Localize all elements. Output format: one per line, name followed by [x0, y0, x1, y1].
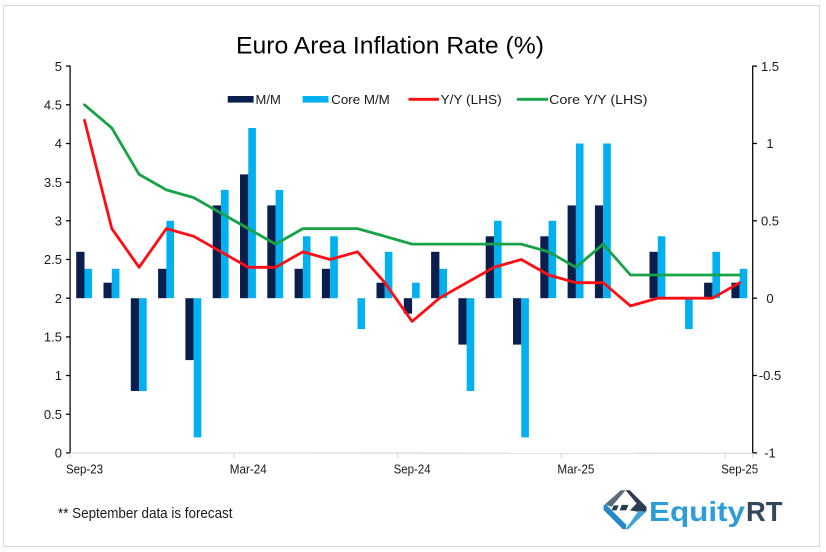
svg-text:0.5: 0.5 [44, 407, 62, 422]
svg-text:0: 0 [55, 446, 62, 461]
svg-text:3.5: 3.5 [44, 175, 62, 190]
svg-text:Core Y/Y (LHS): Core Y/Y (LHS) [549, 92, 647, 107]
svg-text:Sep-25: Sep-25 [721, 461, 758, 476]
svg-text:1: 1 [766, 136, 773, 151]
svg-text:2: 2 [55, 291, 62, 306]
svg-text:3: 3 [55, 214, 62, 229]
svg-text:RT: RT [746, 496, 783, 527]
svg-text:Euro Area Inflation Rate (%): Euro Area Inflation Rate (%) [236, 33, 544, 60]
svg-text:0: 0 [766, 291, 773, 306]
svg-text:Core M/M: Core M/M [331, 92, 390, 107]
svg-text:1: 1 [55, 368, 62, 383]
svg-text:Sep-23: Sep-23 [66, 461, 103, 476]
svg-text:5: 5 [55, 59, 62, 74]
svg-text:4.5: 4.5 [44, 98, 62, 113]
svg-text:0.5: 0.5 [761, 214, 779, 229]
svg-text:1.5: 1.5 [44, 330, 62, 345]
svg-text:-0.5: -0.5 [759, 368, 781, 383]
svg-text:1.5: 1.5 [761, 59, 779, 74]
svg-text:M/M: M/M [256, 92, 281, 107]
svg-text:** September data is forecast: ** September data is forecast [58, 505, 233, 522]
svg-text:Y/Y (LHS): Y/Y (LHS) [441, 92, 502, 107]
svg-text:Mar-25: Mar-25 [557, 461, 594, 476]
svg-text:Mar-24: Mar-24 [230, 461, 267, 476]
svg-text:Equity: Equity [649, 496, 745, 527]
svg-text:-1: -1 [764, 446, 776, 461]
svg-text:Sep-24: Sep-24 [394, 461, 431, 476]
svg-text:2.5: 2.5 [44, 252, 62, 267]
svg-text:4: 4 [55, 136, 62, 151]
